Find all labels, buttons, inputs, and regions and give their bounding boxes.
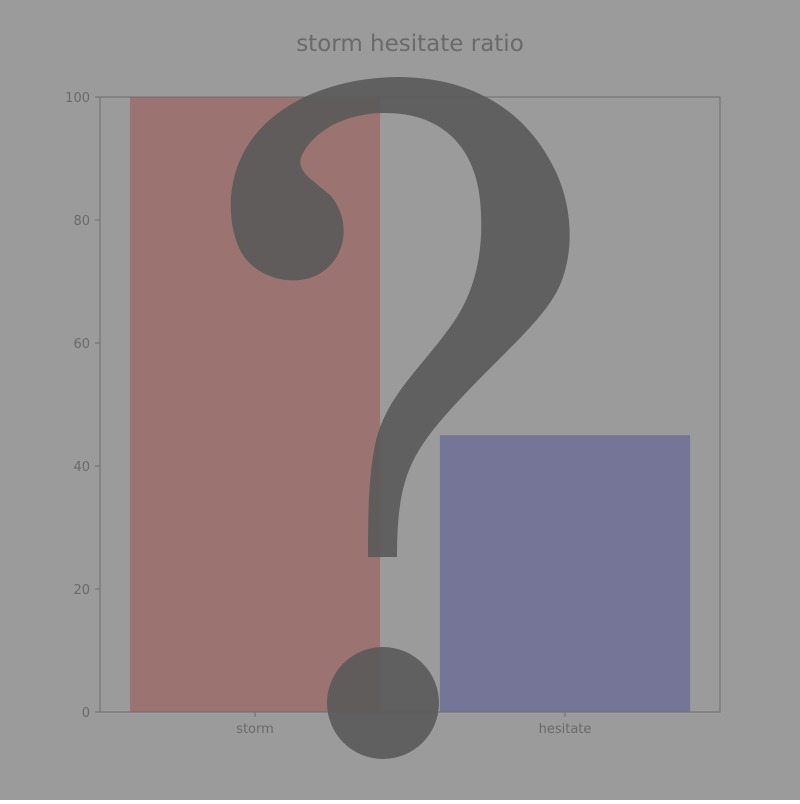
chart-title: storm hesitate ratio [296,31,524,57]
y-tick-label: 0 [82,706,90,721]
question-mark-icon [230,77,570,759]
x-tick-label: storm [236,722,274,737]
question-mark-dot [327,647,439,759]
y-tick-label: 20 [73,583,90,598]
y-axis: 0 20 40 60 80 100 [65,91,100,721]
y-tick-label: 40 [73,460,90,475]
x-axis: storm hesitate [236,712,591,737]
question-mark-hook [230,77,570,557]
x-tick-label: hesitate [539,722,592,737]
y-tick-label: 80 [73,214,90,229]
bar-hesitate [439,435,691,712]
y-tick-label: 100 [65,91,90,106]
y-tick-label: 60 [73,337,90,352]
